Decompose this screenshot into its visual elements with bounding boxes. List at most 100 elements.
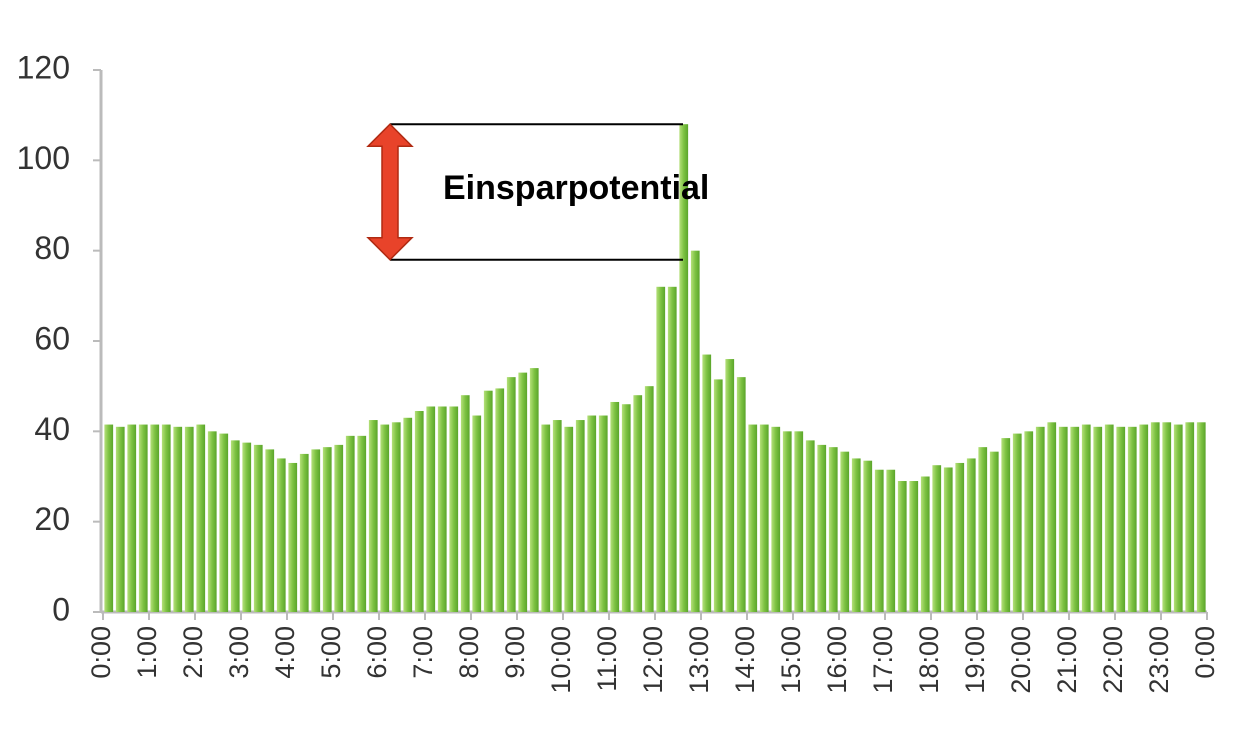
bar bbox=[1024, 431, 1034, 612]
bar bbox=[311, 449, 321, 612]
bar bbox=[184, 426, 194, 612]
bar bbox=[920, 476, 930, 612]
bar bbox=[817, 444, 827, 612]
bar bbox=[552, 420, 562, 612]
bar bbox=[886, 469, 896, 612]
bar bbox=[943, 467, 953, 612]
bar bbox=[1116, 426, 1126, 612]
bar bbox=[161, 424, 171, 612]
x-tick-label: 0:00 bbox=[1190, 626, 1220, 679]
bar bbox=[1081, 424, 1091, 612]
x-tick-label: 6:00 bbox=[362, 626, 392, 679]
bar bbox=[104, 424, 114, 612]
bar bbox=[1127, 426, 1137, 612]
bar bbox=[610, 401, 620, 612]
bar bbox=[334, 444, 344, 612]
bar bbox=[966, 458, 976, 612]
bar bbox=[897, 481, 907, 612]
bar bbox=[276, 458, 286, 612]
bar bbox=[1162, 422, 1172, 612]
bar bbox=[403, 417, 413, 612]
bar bbox=[851, 458, 861, 612]
bar bbox=[207, 431, 217, 612]
bar bbox=[437, 406, 447, 612]
bar bbox=[265, 449, 275, 612]
bar bbox=[644, 386, 654, 612]
bar bbox=[472, 415, 482, 612]
bar bbox=[518, 372, 528, 612]
x-tick-label: 16:00 bbox=[822, 626, 852, 694]
bar bbox=[391, 422, 401, 612]
bar bbox=[173, 426, 183, 612]
bar bbox=[690, 250, 700, 612]
x-tick-label: 1:00 bbox=[132, 626, 162, 679]
bar bbox=[449, 406, 459, 612]
bar bbox=[242, 442, 252, 612]
x-tick-label: 12:00 bbox=[638, 626, 668, 694]
x-tick-label: 23:00 bbox=[1144, 626, 1174, 694]
bar bbox=[380, 424, 390, 612]
bar bbox=[587, 415, 597, 612]
bar bbox=[1047, 422, 1057, 612]
bar bbox=[759, 424, 769, 612]
y-tick-label: 120 bbox=[17, 49, 70, 85]
bar bbox=[196, 424, 206, 612]
x-tick-label: 10:00 bbox=[546, 626, 576, 694]
x-tick-label: 20:00 bbox=[1006, 626, 1036, 694]
x-tick-label: 17:00 bbox=[868, 626, 898, 694]
bar bbox=[748, 424, 758, 612]
x-tick-label: 18:00 bbox=[914, 626, 944, 694]
x-tick-label: 8:00 bbox=[454, 626, 484, 679]
x-tick-label: 5:00 bbox=[316, 626, 346, 679]
x-tick-label: 9:00 bbox=[500, 626, 530, 679]
bar bbox=[575, 420, 585, 612]
bar bbox=[840, 451, 850, 612]
bar bbox=[357, 435, 367, 612]
bar bbox=[955, 462, 965, 612]
bar bbox=[138, 424, 148, 612]
bar bbox=[1093, 426, 1103, 612]
bar bbox=[989, 451, 999, 612]
bar bbox=[253, 444, 263, 612]
bar bbox=[1001, 438, 1011, 612]
bar bbox=[725, 359, 735, 612]
y-tick-label: 60 bbox=[34, 320, 70, 356]
bar bbox=[679, 124, 689, 612]
x-tick-label: 13:00 bbox=[684, 626, 714, 694]
bar bbox=[345, 435, 355, 612]
bar bbox=[805, 440, 815, 612]
bar bbox=[1173, 424, 1183, 612]
bar bbox=[115, 426, 125, 612]
y-tick-label: 80 bbox=[34, 230, 70, 266]
bar bbox=[794, 431, 804, 612]
bar bbox=[932, 465, 942, 612]
bar bbox=[288, 462, 298, 612]
x-tick-label: 15:00 bbox=[776, 626, 806, 694]
bar bbox=[219, 433, 229, 612]
bar bbox=[736, 377, 746, 612]
bar bbox=[230, 440, 240, 612]
bar bbox=[506, 377, 516, 612]
bar bbox=[1139, 424, 1149, 612]
bar bbox=[414, 411, 424, 612]
x-tick-label: 4:00 bbox=[270, 626, 300, 679]
x-tick-label: 7:00 bbox=[408, 626, 438, 679]
bar bbox=[541, 424, 551, 612]
x-tick-label: 0:00 bbox=[86, 626, 116, 679]
bar bbox=[828, 447, 838, 612]
bar bbox=[874, 469, 884, 612]
bar bbox=[483, 390, 493, 612]
bar bbox=[1012, 433, 1022, 612]
x-tick-label: 22:00 bbox=[1098, 626, 1128, 694]
y-tick-label: 100 bbox=[17, 140, 70, 176]
bar bbox=[1035, 426, 1045, 612]
bar bbox=[322, 447, 332, 612]
bar bbox=[621, 404, 631, 612]
bar bbox=[771, 426, 781, 612]
bar bbox=[495, 388, 505, 612]
bar bbox=[633, 395, 643, 612]
x-tick-label: 19:00 bbox=[960, 626, 990, 694]
bar bbox=[656, 286, 666, 612]
bar bbox=[299, 453, 309, 612]
